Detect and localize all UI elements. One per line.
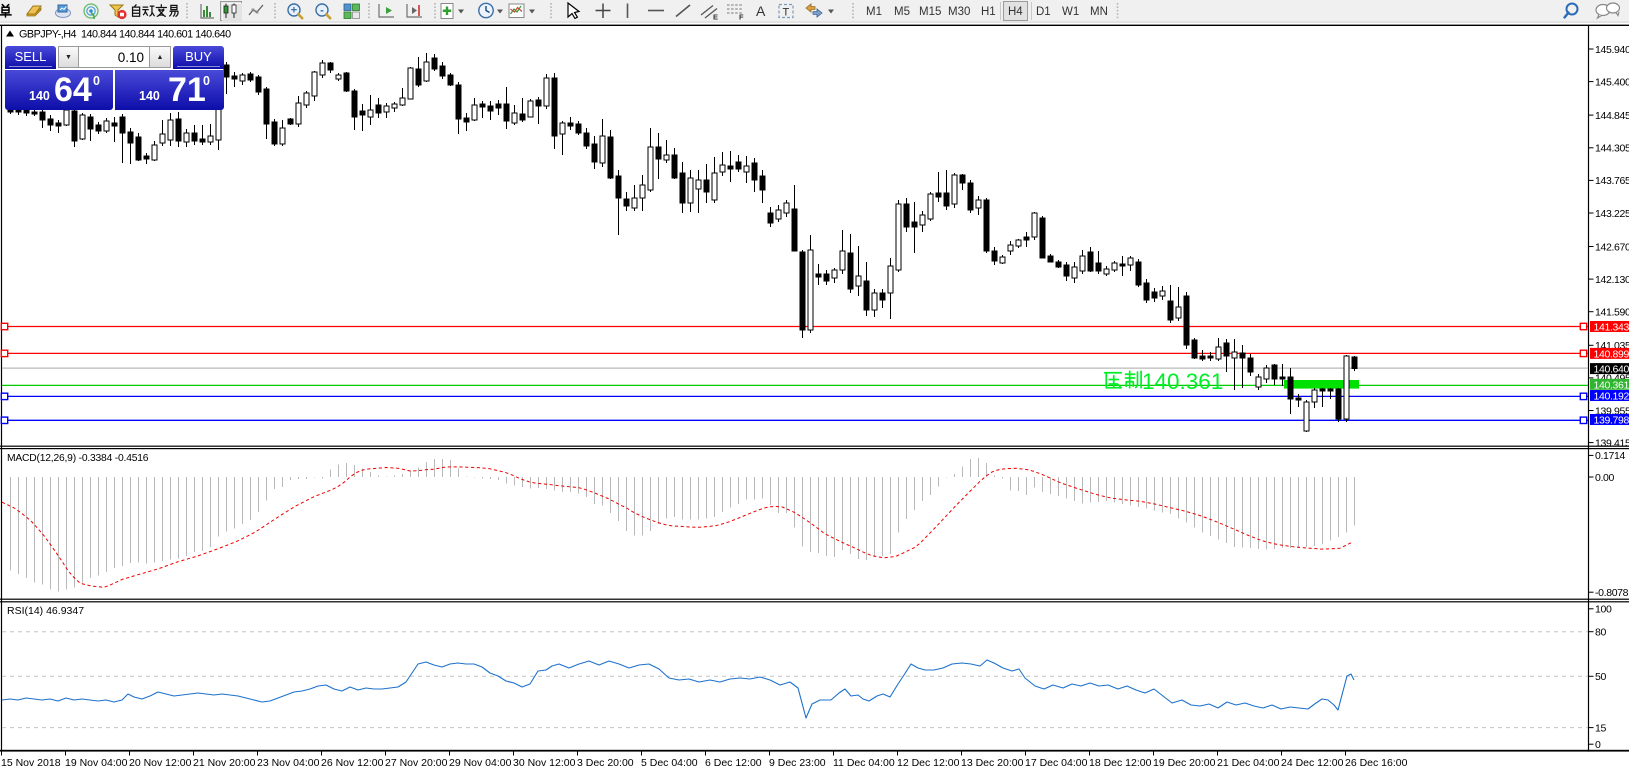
svg-text:M1: M1 bbox=[866, 6, 882, 18]
svg-text:17 Dec 04:00: 17 Dec 04:00 bbox=[1025, 757, 1088, 769]
svg-text:142.670: 142.670 bbox=[1595, 241, 1629, 253]
svg-text:6 Dec 12:00: 6 Dec 12:00 bbox=[705, 757, 762, 769]
svg-text:24 Dec 12:00: 24 Dec 12:00 bbox=[1281, 757, 1344, 769]
svg-text:142.130: 142.130 bbox=[1595, 274, 1629, 286]
svg-text:D1: D1 bbox=[1036, 6, 1051, 18]
svg-text:-0.8078: -0.8078 bbox=[1595, 587, 1629, 599]
svg-text:E: E bbox=[713, 13, 718, 22]
svg-text:A: A bbox=[756, 3, 766, 19]
svg-text:19 Nov 04:00: 19 Nov 04:00 bbox=[65, 757, 128, 769]
svg-text:H1: H1 bbox=[981, 6, 996, 18]
svg-text:M15: M15 bbox=[919, 6, 941, 18]
svg-text:26 Dec 16:00: 26 Dec 16:00 bbox=[1345, 757, 1408, 769]
svg-text:0: 0 bbox=[1595, 739, 1601, 751]
svg-text:15 Nov 2018: 15 Nov 2018 bbox=[1, 757, 61, 769]
svg-text:-: - bbox=[320, 5, 324, 17]
svg-text:140.361: 140.361 bbox=[1594, 379, 1629, 391]
svg-text:F: F bbox=[739, 13, 744, 22]
svg-text:0.1714: 0.1714 bbox=[1595, 450, 1626, 462]
svg-text:23 Nov 04:00: 23 Nov 04:00 bbox=[257, 757, 320, 769]
svg-text:141.343: 141.343 bbox=[1594, 322, 1629, 334]
svg-text:21 Dec 04:00: 21 Dec 04:00 bbox=[1217, 757, 1280, 769]
svg-text:MN: MN bbox=[1090, 6, 1108, 18]
svg-text:27 Nov 20:00: 27 Nov 20:00 bbox=[385, 757, 448, 769]
svg-text:T: T bbox=[783, 7, 790, 19]
svg-text:12 Dec 12:00: 12 Dec 12:00 bbox=[897, 757, 960, 769]
svg-text:0.00: 0.00 bbox=[1595, 472, 1615, 484]
svg-text:W1: W1 bbox=[1062, 6, 1079, 18]
svg-text:M5: M5 bbox=[894, 6, 910, 18]
svg-text:30 Nov 12:00: 30 Nov 12:00 bbox=[513, 757, 576, 769]
svg-text:H4: H4 bbox=[1008, 6, 1023, 18]
svg-text:139.415: 139.415 bbox=[1595, 437, 1629, 449]
svg-text:20 Nov 12:00: 20 Nov 12:00 bbox=[129, 757, 192, 769]
svg-text:11 Dec 04:00: 11 Dec 04:00 bbox=[833, 757, 895, 769]
svg-text:144.305: 144.305 bbox=[1595, 143, 1629, 155]
svg-text:3 Dec 20:00: 3 Dec 20:00 bbox=[577, 757, 634, 769]
svg-text:143.765: 143.765 bbox=[1595, 175, 1629, 187]
svg-text:145.400: 145.400 bbox=[1595, 76, 1629, 88]
svg-text:9 Dec 23:00: 9 Dec 23:00 bbox=[769, 757, 826, 769]
svg-text:140.640: 140.640 bbox=[1594, 364, 1629, 376]
svg-text:MACD(12,26,9) -0.3384 -0.4516: MACD(12,26,9) -0.3384 -0.4516 bbox=[7, 453, 149, 464]
svg-text:RSI(14) 46.9347: RSI(14) 46.9347 bbox=[7, 605, 84, 617]
svg-text:100: 100 bbox=[1595, 604, 1612, 616]
svg-text:GBPJPY-,H4 140.844 140.844 14: GBPJPY-,H4 140.844 140.844 140.601 140.6… bbox=[19, 29, 231, 41]
svg-text:21 Nov 20:00: 21 Nov 20:00 bbox=[193, 757, 256, 769]
svg-text:140.361: 140.361 bbox=[1142, 369, 1223, 394]
svg-text:13 Dec 20:00: 13 Dec 20:00 bbox=[961, 757, 1024, 769]
svg-text:18 Dec 12:00: 18 Dec 12:00 bbox=[1089, 757, 1152, 769]
svg-text:5 Dec 04:00: 5 Dec 04:00 bbox=[641, 757, 698, 769]
svg-text:140.192: 140.192 bbox=[1594, 391, 1629, 403]
svg-text:50: 50 bbox=[1595, 671, 1606, 683]
svg-text:29 Nov 04:00: 29 Nov 04:00 bbox=[449, 757, 512, 769]
svg-text:139.798: 139.798 bbox=[1594, 415, 1629, 427]
svg-text:M30: M30 bbox=[948, 6, 970, 18]
svg-text:26 Nov 12:00: 26 Nov 12:00 bbox=[321, 757, 384, 769]
svg-text:141.590: 141.590 bbox=[1595, 307, 1629, 319]
svg-text:15: 15 bbox=[1595, 722, 1606, 734]
svg-text:+: + bbox=[291, 5, 297, 17]
svg-text:140.899: 140.899 bbox=[1594, 348, 1629, 360]
svg-text:145.940: 145.940 bbox=[1595, 44, 1629, 56]
svg-text:80: 80 bbox=[1595, 627, 1606, 639]
svg-text:143.225: 143.225 bbox=[1595, 208, 1629, 220]
svg-text:144.845: 144.845 bbox=[1595, 110, 1629, 122]
svg-text:19 Dec 20:00: 19 Dec 20:00 bbox=[1153, 757, 1216, 769]
